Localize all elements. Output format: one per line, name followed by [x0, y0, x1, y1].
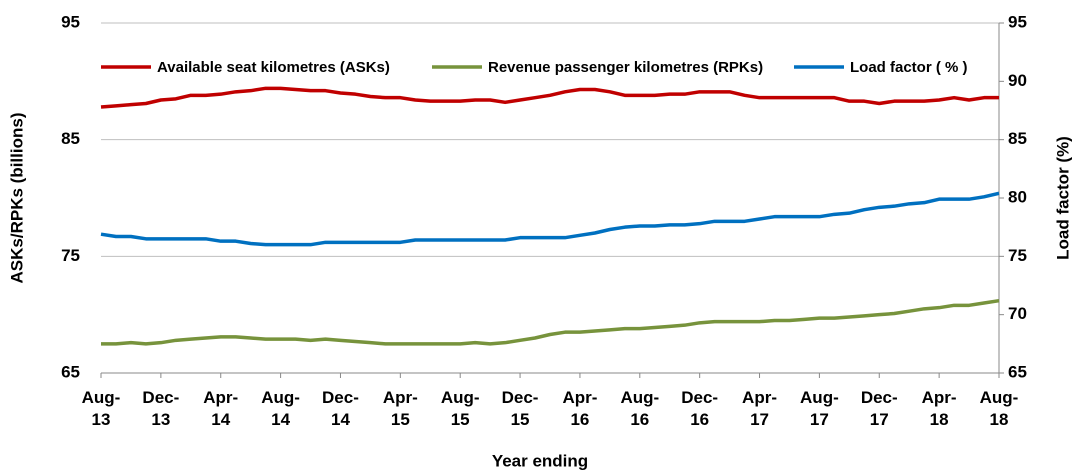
x-tick-label: Dec- 17	[860, 388, 898, 429]
x-tick-label: Apr- 14	[203, 388, 239, 429]
legend-label: Revenue passenger kilometres (RPKs)	[488, 59, 763, 76]
legend-label: Load factor ( % )	[850, 59, 968, 76]
y-tick-label: 65	[61, 362, 80, 381]
y2-tick-label: 65	[1008, 362, 1027, 381]
x-tick-label: Aug- 13	[81, 388, 121, 429]
x-tick-label: Apr- 18	[921, 388, 957, 429]
series-line	[101, 298, 1000, 346]
y-axis-title: ASKs/RPKs (billions)	[7, 113, 26, 284]
x-tick-label: Dec- 16	[681, 388, 719, 429]
x-tick-label: Aug- 15	[440, 388, 480, 429]
y2-tick-label: 75	[1008, 246, 1027, 265]
x-tick-label: Dec- 15	[501, 388, 539, 429]
y-tick-label: 75	[61, 246, 80, 265]
x-tick-label: Aug- 17	[800, 388, 839, 429]
x-tick-label: Apr- 17	[742, 388, 777, 429]
x-tick-label: Aug- 14	[261, 388, 300, 429]
y2-axis-title: Load factor (%)	[1053, 136, 1072, 260]
series-line	[100, 86, 999, 109]
y2-tick-label: 95	[1008, 12, 1027, 31]
x-tick-label: Apr- 15	[382, 388, 418, 429]
x-axis-title: Year ending	[492, 451, 588, 470]
x-tick-label: Dec- 13	[142, 388, 180, 429]
x-tick-label: Aug- 16	[620, 388, 660, 429]
x-tick-label: Aug- 18	[979, 388, 1019, 429]
y-tick-label: 85	[61, 129, 80, 148]
y-tick-label: 95	[61, 12, 80, 31]
y2-tick-label: 90	[1008, 71, 1027, 90]
y2-tick-label: 85	[1008, 129, 1027, 148]
x-tick-label: Apr- 16	[562, 388, 598, 429]
legend-label: Available seat kilometres (ASKs)	[157, 59, 390, 76]
y2-tick-label: 70	[1008, 304, 1027, 323]
y2-tick-label: 80	[1008, 187, 1027, 206]
series-line	[100, 191, 1000, 247]
x-tick-label: Dec- 14	[322, 388, 359, 429]
